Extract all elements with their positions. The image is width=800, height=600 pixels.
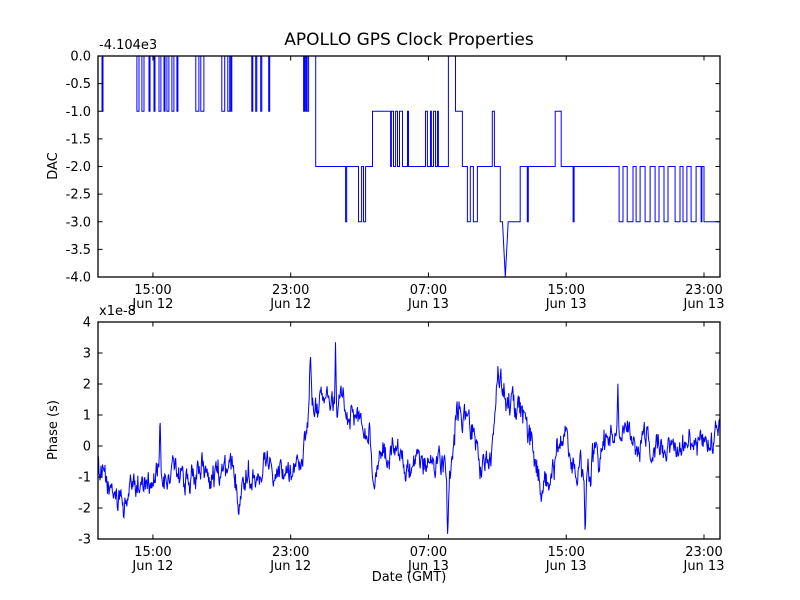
x-tick-label-date: Jun 13 bbox=[545, 559, 587, 574]
y-tick-label: -1.5 bbox=[66, 132, 91, 147]
x-tick-label-date: Jun 13 bbox=[682, 559, 724, 574]
y-tick-label: 2 bbox=[83, 378, 91, 393]
dac-y-axis-label: DAC bbox=[45, 152, 61, 180]
chart-title: APOLLO GPS Clock Properties bbox=[284, 30, 534, 50]
y-tick-label: 1 bbox=[83, 409, 91, 424]
phase-subplot-frame bbox=[97, 321, 721, 540]
x-axis-label: Date (GMT) bbox=[371, 570, 447, 585]
x-tick-label-time: 15:00 bbox=[134, 283, 171, 298]
y-tick-label: -3.0 bbox=[66, 215, 91, 230]
y-tick-label: -2 bbox=[78, 502, 91, 517]
x-tick-label-date: Jun 12 bbox=[269, 297, 311, 312]
phase-subplot-line bbox=[98, 342, 720, 534]
y-tick-label: 0 bbox=[83, 440, 91, 455]
x-tick-label-time: 15:00 bbox=[547, 283, 584, 298]
y-tick-label: 4 bbox=[83, 316, 91, 331]
x-tick-label-time: 23:00 bbox=[685, 545, 722, 560]
y-tick-label: -3 bbox=[78, 533, 91, 548]
y-tick-label: -2.5 bbox=[66, 188, 91, 203]
x-tick-label-date: Jun 13 bbox=[545, 297, 587, 312]
y-tick-label: -1.0 bbox=[66, 105, 91, 120]
y-tick-label: -2.0 bbox=[66, 160, 91, 175]
x-tick-label-time: 15:00 bbox=[134, 545, 171, 560]
x-tick-label-date: Jun 13 bbox=[407, 559, 449, 574]
y-tick-label: 3 bbox=[83, 347, 91, 362]
y-tick-label: -1 bbox=[78, 471, 91, 486]
x-tick-label-date: Jun 12 bbox=[131, 559, 173, 574]
phase-axis-offset-text: x1e-8 bbox=[99, 304, 136, 319]
x-tick-label-date: Jun 12 bbox=[269, 559, 311, 574]
x-tick-label-date: Jun 13 bbox=[407, 297, 449, 312]
dac-axis-offset-text: -4.104e3 bbox=[99, 38, 158, 53]
y-tick-label: -4.0 bbox=[66, 271, 91, 286]
x-tick-label-time: 07:00 bbox=[410, 545, 447, 560]
y-tick-label: -3.5 bbox=[66, 243, 91, 258]
x-tick-label-time: 23:00 bbox=[272, 283, 309, 298]
x-tick-label-time: 15:00 bbox=[547, 545, 584, 560]
x-tick-label-time: 07:00 bbox=[410, 283, 447, 298]
x-tick-label-date: Jun 12 bbox=[131, 297, 173, 312]
y-tick-label: -0.5 bbox=[66, 77, 91, 92]
dac-subplot-line bbox=[98, 56, 720, 277]
x-tick-label-time: 23:00 bbox=[272, 545, 309, 560]
x-tick-label-date: Jun 13 bbox=[682, 297, 724, 312]
phase-y-axis-label: Phase (s) bbox=[45, 400, 61, 460]
y-tick-label: 0.0 bbox=[70, 50, 91, 65]
x-tick-label-time: 23:00 bbox=[685, 283, 722, 298]
